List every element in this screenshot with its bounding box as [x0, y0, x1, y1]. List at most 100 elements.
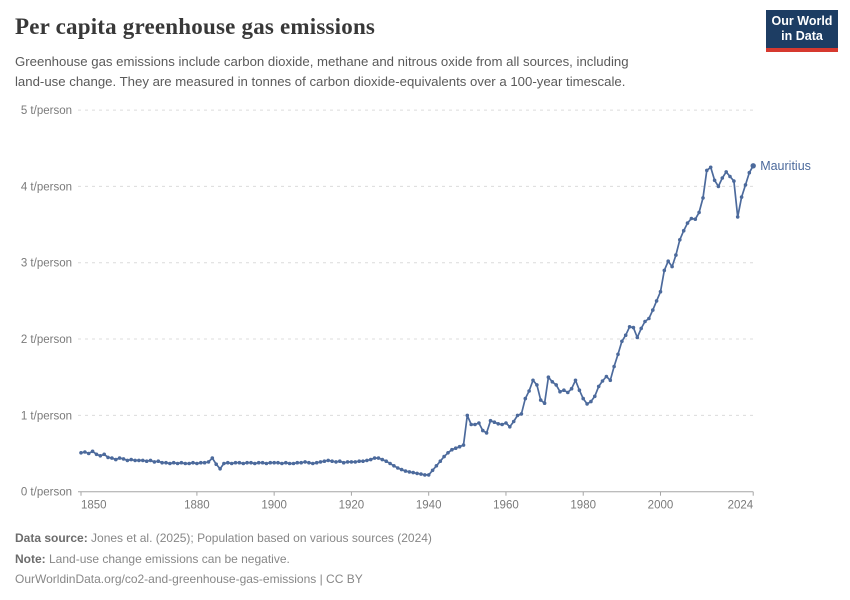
- data-point: [654, 299, 659, 303]
- data-point: [241, 461, 246, 466]
- data-point: [577, 388, 582, 393]
- data-point: [623, 333, 628, 337]
- data-point: [604, 374, 609, 379]
- data-point: [83, 450, 87, 454]
- data-point: [442, 454, 446, 459]
- data-point: [430, 468, 435, 473]
- data-point: [349, 460, 354, 464]
- data-point: [318, 460, 323, 464]
- data-source-text: Jones et al. (2025); Population based on…: [87, 531, 432, 545]
- data-point: [94, 452, 99, 457]
- data-point: [411, 470, 416, 475]
- data-point: [685, 221, 690, 225]
- data-point: [643, 319, 647, 324]
- data-point: [593, 394, 597, 399]
- data-point: [311, 461, 315, 466]
- chart-footer: Data source: Jones et al. (2025); Popula…: [15, 528, 432, 590]
- data-point: [295, 460, 300, 465]
- data-source-line: Data source: Jones et al. (2025); Popula…: [15, 528, 432, 549]
- data-point: [701, 196, 705, 200]
- data-point: [473, 422, 477, 427]
- data-point: [635, 335, 640, 340]
- data-point-last: [750, 163, 756, 169]
- data-point: [500, 422, 504, 427]
- x-axis-label-1900: 1900: [261, 500, 287, 512]
- gridlines: [78, 109, 754, 416]
- data-point: [651, 308, 655, 312]
- data-point: [183, 461, 188, 466]
- data-point: [222, 461, 226, 466]
- chart-subtitle-line2: land-use change. They are measured in to…: [15, 73, 626, 89]
- data-point: [546, 375, 551, 380]
- data-point: [338, 459, 342, 464]
- y-axis-label-2: 2 t/person: [21, 334, 72, 346]
- data-point: [504, 421, 508, 425]
- y-axis-label-0: 0 t/person: [21, 487, 72, 499]
- data-point: [376, 456, 381, 460]
- data-point: [98, 454, 103, 458]
- chart-subtitle-line1: Greenhouse gas emissions include carbon …: [15, 54, 629, 69]
- data-point: [705, 168, 709, 173]
- data-point: [334, 460, 338, 464]
- data-point: [496, 422, 501, 426]
- data-point: [187, 461, 191, 466]
- data-point: [226, 460, 230, 465]
- series-label-mauritius[interactable]: Mauritius: [760, 159, 811, 173]
- mauritius-line[interactable]: [80, 164, 755, 476]
- data-point: [314, 460, 319, 465]
- data-point: [465, 413, 470, 418]
- data-point: [484, 431, 489, 435]
- data-point: [739, 195, 744, 199]
- data-point: [554, 383, 558, 387]
- data-point: [596, 384, 601, 389]
- data-point: [280, 461, 284, 466]
- owid-logo[interactable]: Our World in Data: [766, 10, 838, 52]
- data-point: [133, 458, 137, 463]
- emissions-line-chart: 0 t/person 1 t/person 2 t/person 3 t/person…: [21, 105, 811, 512]
- data-point: [434, 464, 439, 468]
- owid-logo-line1: Our World: [771, 14, 833, 28]
- y-axis-label-5: 5 t/person: [21, 105, 72, 117]
- series-mauritius[interactable]: [79, 163, 756, 477]
- data-point: [233, 460, 238, 465]
- data-point: [519, 412, 524, 416]
- data-point: [214, 462, 218, 467]
- data-point: [681, 228, 686, 233]
- data-point: [372, 456, 377, 460]
- chart-subtitle: Greenhouse gas emissions include carbon …: [15, 52, 629, 91]
- data-point: [303, 460, 307, 464]
- data-point: [538, 398, 543, 402]
- data-point: [86, 451, 91, 456]
- data-point: [469, 422, 474, 427]
- data-point: [237, 460, 242, 465]
- data-point: [114, 457, 118, 462]
- data-point: [461, 443, 466, 447]
- data-point: [426, 473, 431, 477]
- license-line[interactable]: OurWorldinData.org/co2-and-greenhouse-ga…: [15, 572, 363, 586]
- data-point: [345, 460, 350, 464]
- data-point: [249, 460, 253, 465]
- note-line: Note: Land-use change emissions can be n…: [15, 549, 432, 570]
- data-point: [121, 457, 126, 461]
- x-axis-label-1920: 1920: [339, 500, 365, 512]
- data-point: [268, 460, 273, 465]
- data-point: [291, 461, 296, 466]
- data-point: [380, 457, 385, 462]
- axes: 0 t/person 1 t/person 2 t/person 3 t/person…: [21, 105, 754, 512]
- data-point: [693, 217, 698, 221]
- data-point: [210, 456, 215, 460]
- data-point: [612, 364, 616, 369]
- data-point: [515, 413, 520, 418]
- data-point: [697, 210, 701, 215]
- note-label: Note:: [15, 551, 46, 566]
- data-point: [253, 461, 257, 466]
- data-point: [728, 174, 732, 179]
- data-point: [419, 472, 423, 476]
- data-point: [171, 460, 176, 465]
- data-point: [102, 452, 106, 457]
- data-point: [488, 418, 493, 423]
- data-point: [453, 446, 458, 451]
- data-point: [616, 352, 620, 357]
- data-point: [708, 165, 713, 170]
